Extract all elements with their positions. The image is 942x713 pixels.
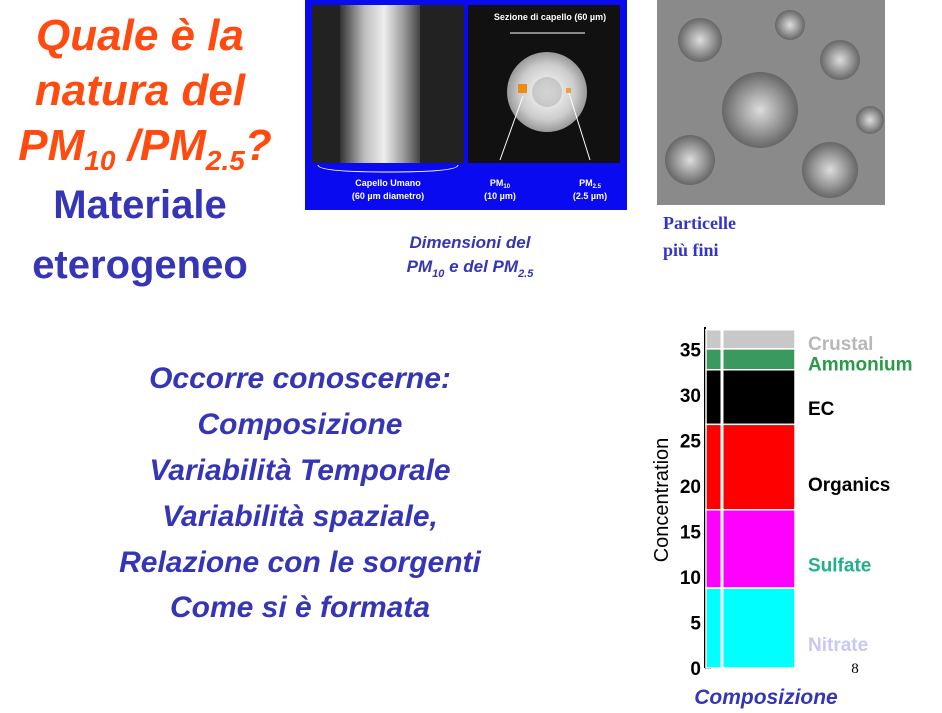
figure-label: Capello Umano xyxy=(355,178,421,188)
body-line: Composizione xyxy=(197,408,402,441)
y-axis-label: Concentration xyxy=(651,438,673,563)
legend-label: Nitrate xyxy=(808,635,868,656)
figure-caption: Dimensioni del xyxy=(410,233,532,252)
x-axis-label: Composizione xyxy=(694,686,838,709)
figure-label-sub: 10 xyxy=(503,184,510,190)
y-tick-label: 5 xyxy=(690,614,701,635)
figure-label-part: PM xyxy=(490,178,504,188)
y-tick-label: 20 xyxy=(680,477,701,498)
subtitle-line: Materiale xyxy=(53,183,226,227)
bar-segment xyxy=(706,424,795,509)
page-number: 8 xyxy=(851,661,859,677)
title-part: PM xyxy=(18,121,85,170)
caption-sub: 2.5 xyxy=(517,268,534,280)
bar-segment xyxy=(706,588,795,668)
caption-sub: 10 xyxy=(432,268,445,280)
figure-label-part: PM xyxy=(579,178,593,188)
body-line: Come si è formata xyxy=(170,591,430,624)
y-tick-label: 0 xyxy=(690,659,701,680)
bar-segment xyxy=(706,510,795,588)
figure-particles xyxy=(657,0,885,205)
title-sub: 2.5 xyxy=(205,145,245,176)
bar-segment xyxy=(706,370,795,425)
legend-label: Sulfate xyxy=(808,556,871,577)
body-line: Variabilità Temporale xyxy=(149,454,450,487)
caption-part: e del PM xyxy=(444,257,519,276)
title-part: /PM xyxy=(115,121,207,170)
slide: Quale è la natura del PM10 /PM2.5? Mater… xyxy=(0,0,942,713)
title-line: Quale è la xyxy=(36,11,244,60)
figure-label-sub: 2.5 xyxy=(593,184,602,190)
bar-segment xyxy=(706,349,795,370)
figure-caption: PM10 e del PM2.5 xyxy=(407,257,535,280)
y-tick-label: 15 xyxy=(680,523,702,544)
legend-label: Organics xyxy=(808,475,890,496)
y-tick-label: 10 xyxy=(680,568,701,589)
title-sub: 10 xyxy=(84,145,116,176)
title-part: ? xyxy=(245,121,272,170)
y-tick-label: 35 xyxy=(680,341,702,362)
figure-label: Sezione di capello (60 µm) xyxy=(494,12,606,22)
figure-caption: più fini xyxy=(663,240,719,260)
title-line: PM10 /PM2.5? xyxy=(18,121,271,176)
body-line: Occorre conoscerne: xyxy=(149,362,451,395)
title-line: natura del xyxy=(35,66,246,115)
subtitle-line: eterogeneo xyxy=(32,243,248,287)
legend-label: Ammonium xyxy=(808,354,913,375)
body-line: Relazione con le sorgenti xyxy=(119,546,481,579)
y-tick-label: 30 xyxy=(680,386,701,407)
body-line: Variabilità spaziale, xyxy=(162,500,438,533)
figure-caption: Particelle xyxy=(663,213,736,233)
figure-label: (2.5 µm) xyxy=(573,191,607,201)
figure-label: (60 µm diametro) xyxy=(352,191,424,201)
legend-label: EC xyxy=(808,399,835,420)
legend-label: Crustal xyxy=(808,334,873,355)
figure-label: (10 µm) xyxy=(484,191,516,201)
figure-hair: Sezione di capello (60 µm) Capello Umano… xyxy=(305,0,627,210)
y-tick-label: 25 xyxy=(680,432,702,453)
caption-part: PM xyxy=(407,257,433,276)
bar-segment xyxy=(706,330,795,349)
